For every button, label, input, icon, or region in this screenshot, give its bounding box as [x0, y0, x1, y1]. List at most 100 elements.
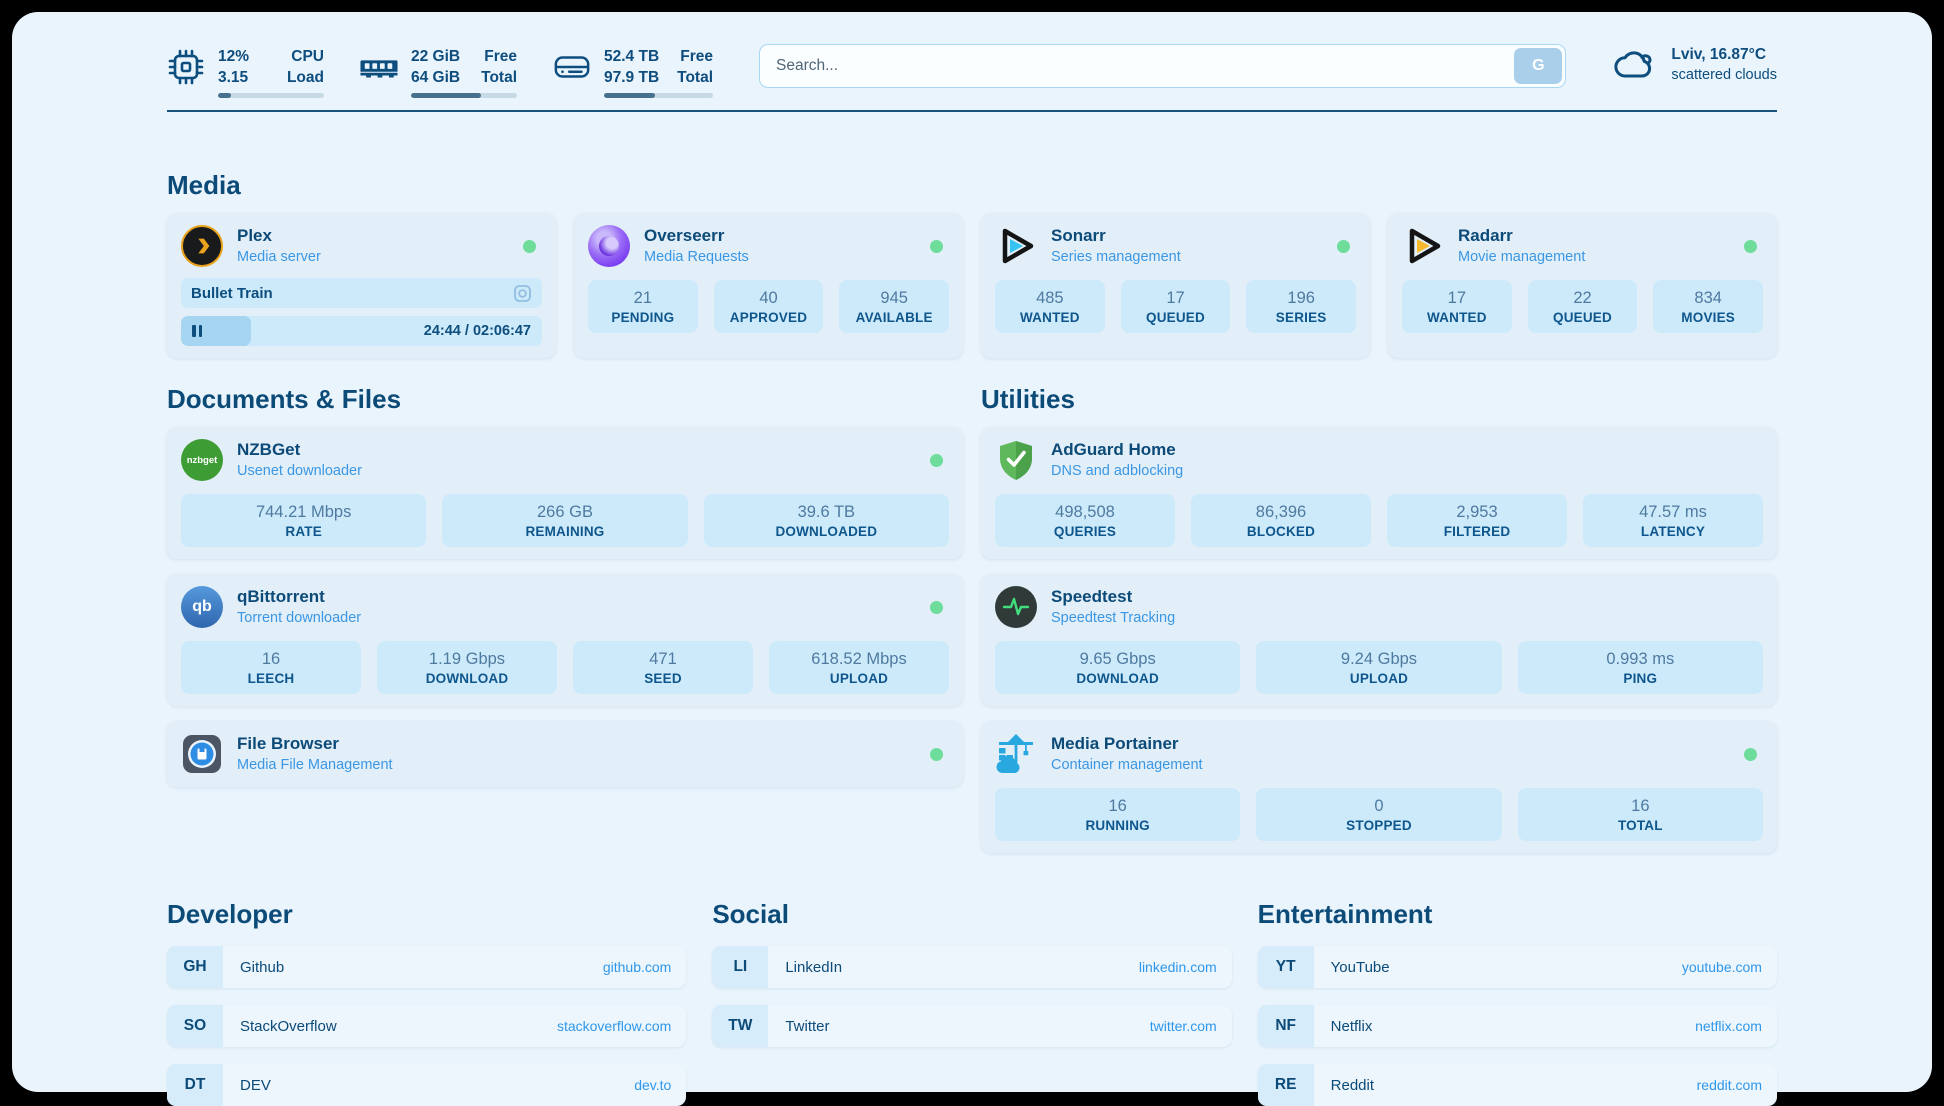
cpu-icon [167, 48, 205, 86]
plex-card: Plex Media server Bullet Train [167, 213, 556, 358]
stat-label: PENDING [611, 310, 675, 325]
service-name-speedtest[interactable]: Speedtest [1051, 587, 1133, 606]
bookmark-url: linkedin.com [1138, 959, 1217, 975]
stat-label: QUEUED [1553, 310, 1612, 325]
status-dot-portainer [1744, 747, 1757, 761]
stat-label: LEECH [247, 671, 295, 686]
radarr-card: Radarr Movie management 17 WANTED 22 QUE… [1388, 213, 1777, 358]
stat-value: 834 [1694, 289, 1722, 307]
dashboard-window: 12% 3.15 CPU Load [12, 12, 1932, 1106]
stat-box: 485 WANTED [995, 280, 1105, 333]
bookmark-name: YouTube [1330, 958, 1390, 976]
bookmark-github[interactable]: GH Github github.com [167, 946, 687, 988]
playback-progress-bar: 24:44 / 02:06:47 [181, 316, 542, 346]
service-name-overseerr[interactable]: Overseerr [644, 226, 725, 245]
adguard-card: AdGuard Home DNS and adblocking 498,508 … [981, 427, 1777, 559]
view-icon[interactable] [513, 284, 532, 303]
cpu-load-label: Load [286, 69, 324, 86]
playback-time: 24:44 / 02:06:47 [423, 323, 531, 339]
bookmark-twitter[interactable]: TW Twitter twitter.com [712, 1005, 1232, 1047]
search-input[interactable] [759, 44, 1567, 88]
service-subtitle-portainer: Container management [1051, 757, 1203, 773]
service-name-qbittorrent[interactable]: qBittorrent [237, 587, 325, 606]
service-name-sonarr[interactable]: Sonarr [1051, 226, 1106, 245]
disk-total-label: Total [677, 69, 714, 86]
service-name-adguard[interactable]: AdGuard Home [1051, 440, 1176, 459]
stat-box: 196 SERIES [1246, 280, 1356, 333]
sonarr-card: Sonarr Series management 485 WANTED 17 Q… [981, 213, 1370, 358]
bookmark-youtube[interactable]: YT YouTube youtube.com [1257, 946, 1777, 988]
filebrowser-icon [181, 733, 223, 775]
stat-label: UPLOAD [829, 671, 889, 686]
stat-box: 471 SEED [573, 641, 753, 694]
stat-value: 39.6 TB [797, 503, 856, 521]
stat-label: RUNNING [1085, 818, 1150, 833]
stat-label: RATE [285, 524, 322, 539]
stat-value: 40 [759, 289, 778, 307]
stat-label: DOWNLOADED [775, 524, 878, 539]
bookmark-stackoverflow[interactable]: SO StackOverflow stackoverflow.com [167, 1005, 687, 1047]
stat-value: 1.19 Gbps [428, 650, 506, 668]
stat-box: 0 STOPPED [1256, 788, 1502, 841]
stat-value: 86,396 [1255, 503, 1307, 521]
bookmark-dev[interactable]: DT DEV dev.to [167, 1064, 687, 1106]
bookmark-abbr: NF [1257, 1005, 1314, 1047]
stat-label: UPLOAD [1349, 671, 1409, 686]
stat-label: QUEUED [1146, 310, 1205, 325]
bookmark-name: LinkedIn [785, 958, 843, 976]
ram-free-label: Free [484, 48, 517, 65]
service-subtitle-sonarr: Series management [1051, 249, 1181, 265]
ram-stat: 22 GiB 64 GiB Free Total [360, 46, 517, 98]
stat-label: APPROVED [729, 310, 808, 325]
service-name-plex[interactable]: Plex [237, 226, 272, 245]
bookmark-netflix[interactable]: NF Netflix netflix.com [1257, 1005, 1777, 1047]
stat-box: 17 QUEUED [1120, 280, 1231, 333]
section-title-media: Media [167, 170, 241, 200]
bookmark-group-entertainment: Entertainment YT YouTube youtube.com NF … [1257, 899, 1777, 1106]
stat-box: 16 RUNNING [995, 788, 1241, 841]
sonarr-icon [995, 225, 1037, 267]
disk-progress-bar [604, 93, 714, 98]
cpu-stat: 12% 3.15 CPU Load [167, 46, 324, 98]
top-bar: 12% 3.15 CPU Load [167, 42, 1777, 98]
section-title-documents: Documents & Files [167, 384, 402, 414]
bookmark-linkedin[interactable]: LI LinkedIn linkedin.com [712, 946, 1232, 988]
stat-label: LATENCY [1640, 524, 1706, 539]
nzbget-icon-text: nzbget [186, 454, 218, 466]
section-title-utilities: Utilities [981, 384, 1075, 414]
bookmark-name: StackOverflow [240, 1017, 337, 1035]
service-name-radarr[interactable]: Radarr [1458, 226, 1513, 245]
stat-value: 0.993 ms [1606, 650, 1675, 668]
status-dot-sonarr [1337, 239, 1350, 253]
header-divider [167, 110, 1777, 112]
stat-value: 498,508 [1055, 503, 1115, 521]
bookmark-name: DEV [240, 1076, 271, 1094]
stat-label: QUERIES [1053, 524, 1117, 539]
bookmark-abbr: LI [712, 946, 769, 988]
ram-free-value: 22 GiB [411, 48, 461, 65]
bookmark-reddit[interactable]: RE Reddit reddit.com [1257, 1064, 1777, 1106]
stat-box: 40 APPROVED [713, 280, 824, 333]
stat-label: DOWNLOAD [1076, 671, 1159, 686]
qbittorrent-icon: qb [181, 586, 223, 628]
bookmark-url: github.com [602, 959, 672, 975]
bookmark-abbr: GH [167, 946, 223, 988]
stat-value: 2,953 [1456, 503, 1498, 521]
stat-box: 834 MOVIES [1653, 280, 1763, 333]
plex-icon [181, 225, 223, 267]
service-name-portainer[interactable]: Media Portainer [1051, 734, 1179, 753]
bookmark-name: Twitter [785, 1017, 830, 1035]
stat-value: 22 [1573, 289, 1592, 307]
service-subtitle-overseerr: Media Requests [644, 249, 749, 265]
service-subtitle-radarr: Movie management [1458, 249, 1586, 265]
stat-box: 86,396 BLOCKED [1191, 494, 1371, 547]
stat-value: 471 [649, 650, 677, 668]
stat-value: 16 [1108, 797, 1127, 815]
service-name-filebrowser[interactable]: File Browser [237, 734, 340, 753]
stat-value: 47.57 ms [1639, 503, 1707, 521]
stat-label: REMAINING [525, 524, 605, 539]
cpu-load-value: 3.15 [218, 69, 249, 86]
service-name-nzbget[interactable]: NZBGet [237, 440, 301, 459]
nzbget-icon: nzbget [181, 439, 223, 481]
search-engine-button[interactable]: G [1514, 48, 1563, 84]
